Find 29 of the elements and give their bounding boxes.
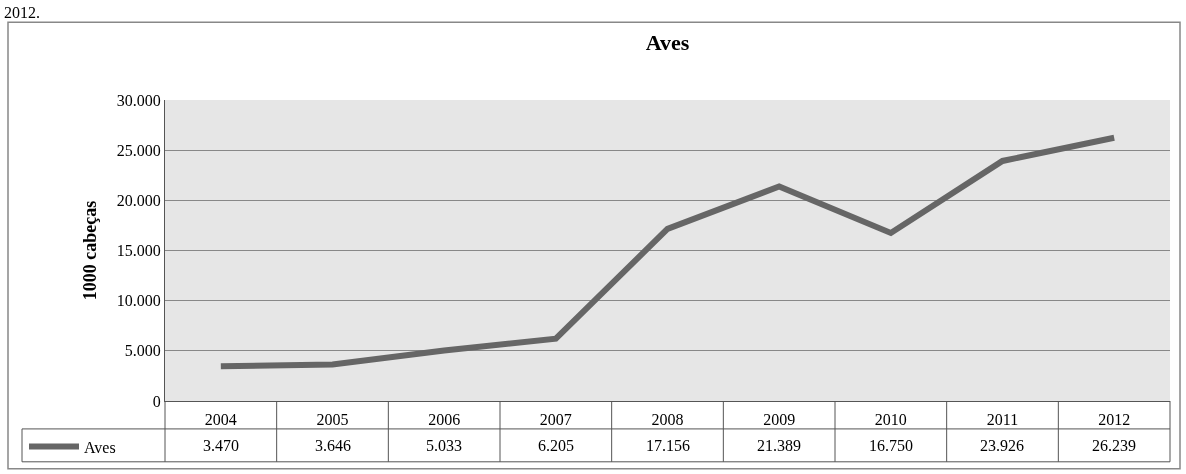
x-tick-label: 2011 xyxy=(986,411,1019,429)
data-label: 21.389 xyxy=(757,437,801,454)
data-label: 3.470 xyxy=(203,437,239,454)
x-tick-label: 2004 xyxy=(204,411,237,429)
text: 2012. xyxy=(4,4,40,21)
legend-label: Aves xyxy=(84,438,116,456)
data-label: 23.926 xyxy=(980,437,1024,454)
x-tick-label: 2010 xyxy=(874,411,907,429)
y-axis-title: 1000 cabeças xyxy=(80,200,100,301)
data-label: 6.205 xyxy=(538,437,574,454)
x-tick-label: 2005 xyxy=(316,411,349,429)
data-label: 16.750 xyxy=(869,437,913,454)
y-tick-label: 15.000 xyxy=(116,242,161,260)
data-label: 3.646 xyxy=(315,437,351,454)
chart-title: Aves xyxy=(645,29,690,55)
y-tick-label: 25.000 xyxy=(116,141,161,159)
y-tick-label: 20.000 xyxy=(116,191,161,209)
x-tick-label: 2008 xyxy=(651,411,684,429)
y-tick-label: 5.000 xyxy=(124,342,161,360)
data-label: 5.033 xyxy=(426,437,462,454)
x-tick-label: 2009 xyxy=(763,411,796,429)
y-tick-label: 0 xyxy=(152,392,161,410)
x-tick-label: 2012 xyxy=(1098,411,1131,429)
y-tick-label: 10.000 xyxy=(116,292,161,310)
x-tick-label: 2007 xyxy=(539,411,572,429)
x-tick-label: 2006 xyxy=(428,411,461,429)
data-label: 17.156 xyxy=(646,437,690,454)
y-tick-label: 30.000 xyxy=(116,91,161,109)
data-label: 26.239 xyxy=(1092,437,1136,454)
